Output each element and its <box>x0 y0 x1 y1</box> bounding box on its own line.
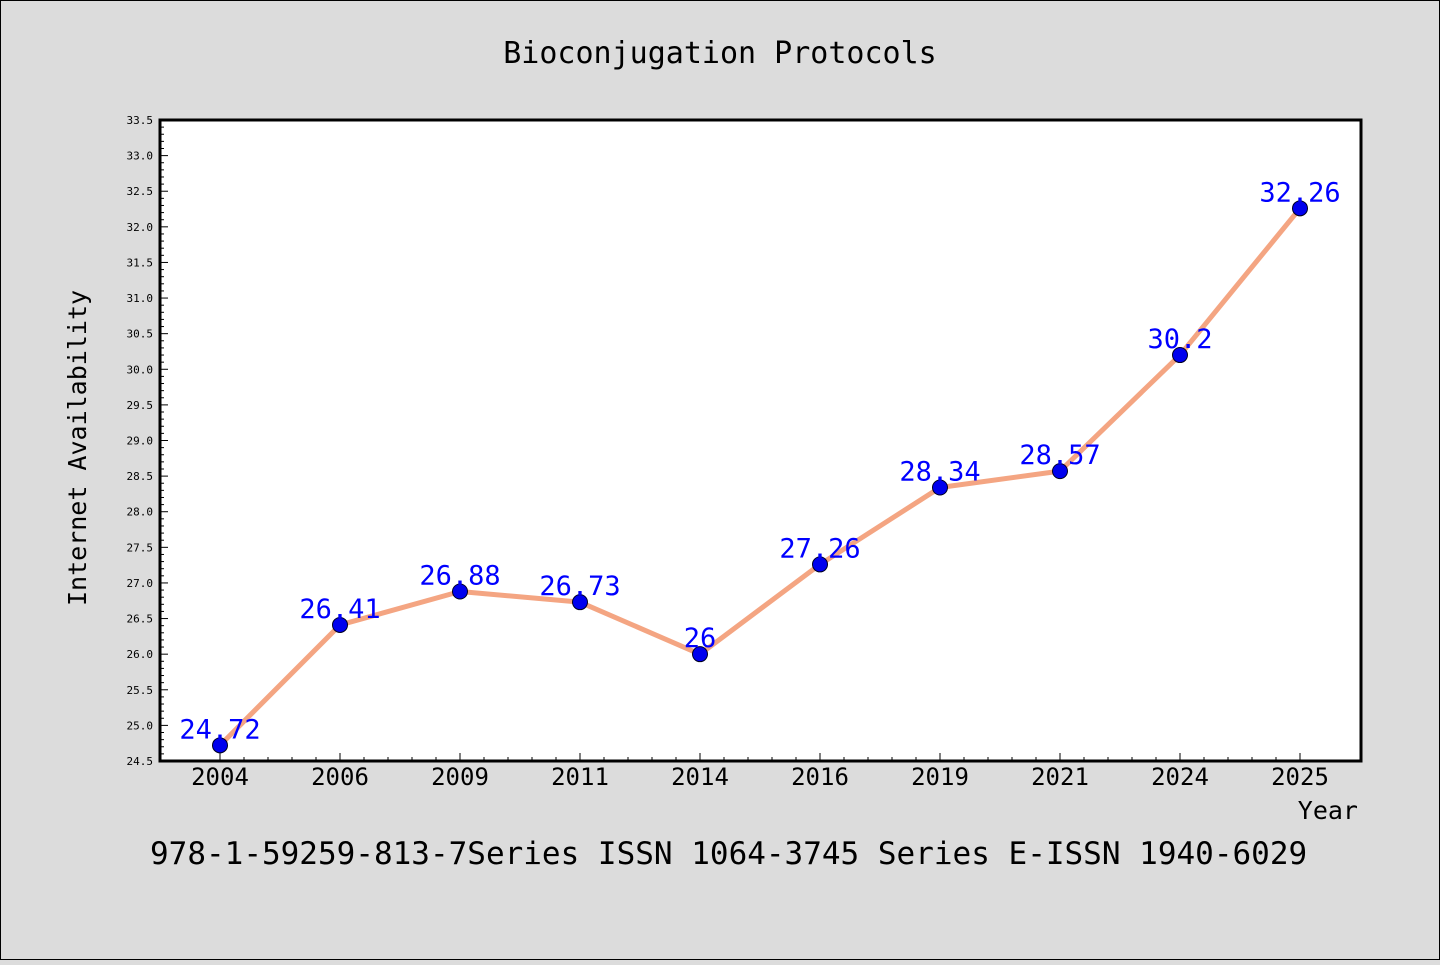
data-point <box>1292 200 1308 217</box>
data-point <box>212 737 228 754</box>
x-tick-label: 2014 <box>671 763 729 791</box>
series-markers <box>212 200 1308 754</box>
series-line <box>217 205 1303 748</box>
x-tick-label: 2019 <box>911 763 969 791</box>
data-point <box>1172 347 1188 364</box>
plot-area <box>158 118 1363 763</box>
data-point <box>332 616 348 633</box>
y-tick-label: 28.0 <box>127 506 154 519</box>
data-point <box>452 583 468 600</box>
y-tick-label: 30.0 <box>127 363 154 376</box>
x-tick-label: 2009 <box>431 763 489 791</box>
data-label: 26.88 <box>419 560 500 591</box>
x-tick-label: 2011 <box>551 763 609 791</box>
y-tick-label: 33.5 <box>127 114 154 127</box>
data-point <box>932 479 948 496</box>
y-tick-label: 31.0 <box>127 292 154 305</box>
series-polyline <box>217 205 1303 748</box>
y-tick-label: 29.5 <box>127 399 154 412</box>
y-tick-label: 27.5 <box>127 541 154 554</box>
x-tick-label: 2006 <box>311 763 369 791</box>
x-tick-label: 2016 <box>791 763 849 791</box>
data-label: 32.26 <box>1259 177 1340 208</box>
x-axis-label: Year <box>1298 796 1358 825</box>
data-label: 26.73 <box>539 571 620 602</box>
chart-title: Bioconjugation Protocols <box>503 36 936 71</box>
y-tick-label: 28.5 <box>127 470 154 483</box>
data-label: 30.2 <box>1147 324 1212 355</box>
y-tick-label: 25.5 <box>127 684 154 697</box>
y-tick-label: 24.5 <box>127 755 154 768</box>
x-tick-label: 2021 <box>1031 763 1089 791</box>
data-point <box>572 594 588 611</box>
y-tick-label: 32.0 <box>127 221 154 234</box>
data-label: 28.57 <box>1019 440 1100 471</box>
y-tick-label: 31.5 <box>127 256 154 269</box>
y-tick-label: 32.5 <box>127 185 154 198</box>
y-tick-label: 26.0 <box>127 648 154 661</box>
data-label: 24.72 <box>179 714 260 745</box>
data-point <box>1052 463 1068 480</box>
y-tick-label: 25.0 <box>127 719 154 732</box>
data-label: 26 <box>684 623 717 654</box>
data-label: 27.26 <box>779 533 860 564</box>
data-point <box>692 646 708 663</box>
x-tick-label: 2004 <box>191 763 249 791</box>
data-point <box>812 556 828 573</box>
y-tick-label: 29.0 <box>127 435 154 448</box>
x-tick-label: 2025 <box>1271 763 1329 791</box>
data-label: 26.41 <box>299 594 380 625</box>
y-axis: 24.5 25.0 25.5 26.0 26.5 27.0 27.5 28.0 28.5 29.0… <box>127 114 168 768</box>
x-tick-label: 2024 <box>1151 763 1209 791</box>
footnote: 978-1-59259-813-7Series ISSN 1064-3745 S… <box>150 836 1307 872</box>
y-axis-label: Internet Availability <box>63 290 92 606</box>
y-tick-label: 33.0 <box>127 150 154 163</box>
data-label: 28.34 <box>899 457 980 488</box>
x-axis: 2004 2006 2009 2011 2014 2016 2019 2021 2024 2025 <box>191 753 1329 791</box>
y-tick-label: 30.5 <box>127 328 154 341</box>
data-labels: 24.72 26.41 26.88 26.73 26 27.26 28.34 28.57 30.… <box>179 177 1340 745</box>
y-tick-label: 27.0 <box>127 577 154 590</box>
y-tick-label: 26.5 <box>127 613 154 626</box>
